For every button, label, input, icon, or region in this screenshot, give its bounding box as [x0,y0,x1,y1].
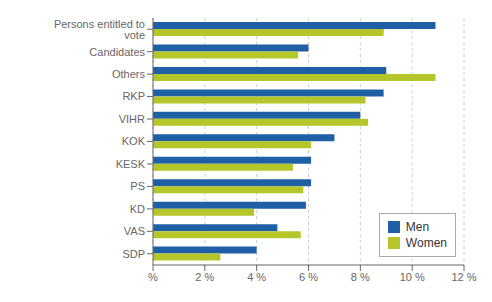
svg-text:8 %: 8 % [351,271,370,283]
html-text:Men: Men [405,220,430,234]
svg-text:Persons entitled tovote: Persons entitled tovote [54,18,145,41]
svg-text:Candidates: Candidates [89,46,145,58]
svg-text:KESK: KESK [116,158,146,170]
svg-text:KD: KD [130,203,145,215]
html-text:Women: Women [405,236,447,250]
svg-text:2 %: 2 % [195,271,214,283]
svg-text:VAS: VAS [124,225,145,237]
svg-text:12 %: 12 % [451,271,476,283]
svg-text:SDP: SDP [122,248,145,260]
svg-text:PS: PS [130,180,145,192]
svg-text:RKP: RKP [122,90,145,102]
svg-text:%: % [148,271,158,283]
svg-text:4 %: 4 % [247,271,266,283]
svg-text:10 %: 10 % [400,271,425,283]
svg-text:6 %: 6 % [299,271,318,283]
svg-text:KOK: KOK [122,135,146,147]
svg-text:Others: Others [112,68,146,80]
svg-text:VIHR: VIHR [119,113,145,125]
